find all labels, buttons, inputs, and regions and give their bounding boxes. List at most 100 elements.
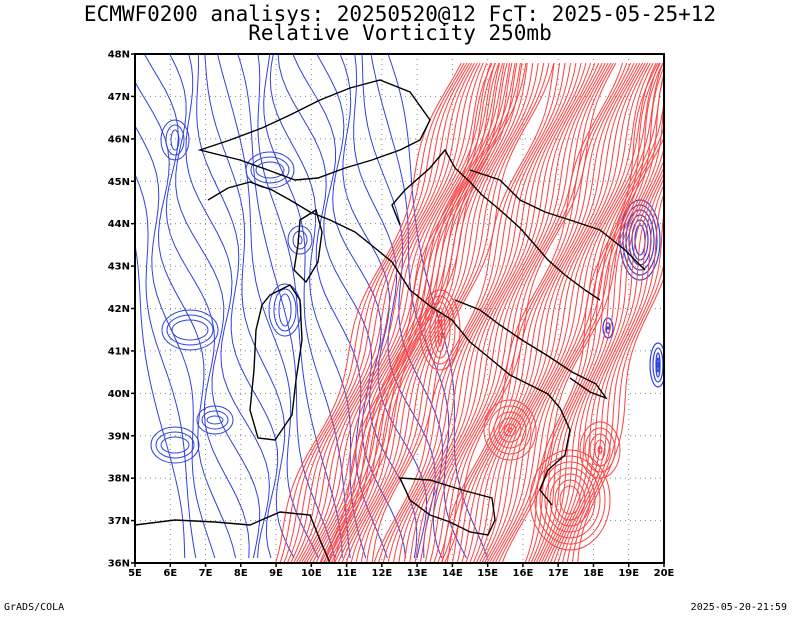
positive-contour-line [303, 62, 488, 563]
positive-contour-line [286, 62, 470, 563]
positive-contour-line [403, 62, 587, 563]
positive-contour-line [444, 62, 617, 563]
positive-contour-line [330, 62, 508, 563]
positive-contour-line [543, 158, 664, 563]
positive-contour-loop [498, 417, 522, 443]
alps-borders [197, 79, 431, 181]
positive-contour-line [486, 62, 660, 563]
positive-contour-line [472, 62, 646, 563]
positive-contour-line [300, 62, 484, 563]
lon-tick-label: 11E [336, 568, 357, 579]
lat-tick-label: 45N [108, 177, 130, 188]
lon-tick-label: 16E [513, 568, 534, 579]
negative-contour-loop [292, 230, 308, 250]
positive-contour-line [283, 62, 468, 563]
negative-contour-loop [166, 314, 214, 346]
negative-contour-loop [150, 426, 200, 464]
sardinia-coast [249, 284, 303, 441]
lat-tick-label: 38N [108, 474, 130, 485]
positive-contour-loop [493, 411, 527, 449]
positive-contour-line [546, 166, 664, 563]
positive-contour-loop [529, 449, 611, 551]
positive-contour-line [327, 62, 504, 563]
positive-vorticity-contours [275, 62, 664, 563]
latitude-axis: 48N 47N 46N 45N 44N 43N 42N 41N 40N 39N 38N 37N 36N [108, 50, 135, 570]
lon-tick-label: 15E [477, 568, 498, 579]
positive-contour-line [295, 62, 478, 563]
negative-contour-loop [273, 288, 297, 332]
positive-contour-loop [539, 461, 601, 539]
lon-tick-label: 14E [442, 568, 463, 579]
positive-contour-loop [594, 439, 606, 461]
positive-contour-line [325, 62, 500, 563]
lon-tick-label: 5E [128, 568, 142, 579]
lat-tick-label: 44N [108, 219, 130, 230]
lat-tick-label: 37N [108, 516, 130, 527]
positive-contour-line [557, 183, 664, 563]
lon-tick-label: 19E [618, 568, 639, 579]
positive-contour-line [437, 62, 612, 563]
lon-tick-label: 10E [301, 568, 322, 579]
positive-contour-line [441, 62, 624, 563]
positive-contour-line [475, 62, 649, 563]
positive-contour-loop [483, 399, 537, 461]
positive-contour-line [451, 62, 632, 563]
positive-contour-line [293, 62, 475, 563]
lat-tick-label: 47N [108, 92, 130, 103]
software-credit: GrADS/COLA [4, 602, 65, 613]
positive-contour-line [483, 62, 657, 563]
positive-contour-line [577, 275, 664, 563]
positive-contour-loop [597, 447, 603, 453]
positive-contour-loop [534, 455, 606, 545]
positive-contour-loop [554, 479, 586, 521]
positive-contour-line [355, 62, 539, 563]
negative-contour-line [263, 54, 351, 559]
positive-contour-line [298, 62, 481, 563]
positive-contour-line [478, 62, 651, 563]
adriatic-coast [391, 148, 601, 301]
negative-contour-loop [170, 129, 180, 151]
negative-contour-loop [160, 119, 190, 161]
coastlines-borders [135, 79, 646, 563]
lat-tick-label: 36N [108, 559, 130, 570]
render-timestamp: 2025-05-20-21:59 [690, 602, 787, 613]
positive-contour-loop [488, 405, 532, 455]
positive-contour-line [465, 62, 641, 563]
positive-contour-loop [544, 467, 596, 533]
negative-contour-loop [206, 415, 224, 425]
lat-tick-label: 42N [108, 304, 130, 315]
negative-contour-core [655, 352, 661, 378]
negative-contour-loop [165, 124, 185, 156]
positive-contour-line [446, 62, 628, 563]
corsica-coast [293, 208, 323, 284]
lat-tick-label: 46N [108, 134, 130, 145]
positive-contour-line [481, 62, 654, 563]
positive-contour-line [535, 74, 664, 563]
negative-contour-loop [278, 293, 292, 327]
positive-contour-line [429, 62, 606, 563]
positive-contour-loop [549, 473, 591, 527]
negative-contour-line [135, 80, 237, 559]
negative-contour-loop [201, 410, 229, 430]
lat-tick-label: 40N [108, 389, 130, 400]
positive-contour-line [494, 99, 664, 563]
apulia-coast [454, 299, 608, 400]
positive-contour-line [366, 62, 550, 563]
positive-contour-line [433, 62, 609, 563]
lon-tick-label: 13E [407, 568, 428, 579]
sicily-coast [398, 477, 496, 536]
positive-contour-line [549, 172, 664, 563]
positive-contour-line [350, 62, 534, 563]
negative-contour-loop [160, 436, 190, 454]
negative-contour-line [185, 54, 270, 559]
positive-contour-loop [437, 325, 443, 335]
negative-contour-line [277, 54, 388, 559]
negative-contour-loop [161, 309, 219, 351]
positive-contour-line [279, 62, 465, 563]
positive-contour-line [461, 62, 638, 563]
map-subtitle: Relative Vorticity 250mb [248, 21, 552, 45]
positive-contour-line [275, 62, 462, 563]
positive-contour-line [419, 62, 600, 563]
positive-contour-line [566, 208, 664, 563]
negative-contour-core [606, 326, 610, 330]
